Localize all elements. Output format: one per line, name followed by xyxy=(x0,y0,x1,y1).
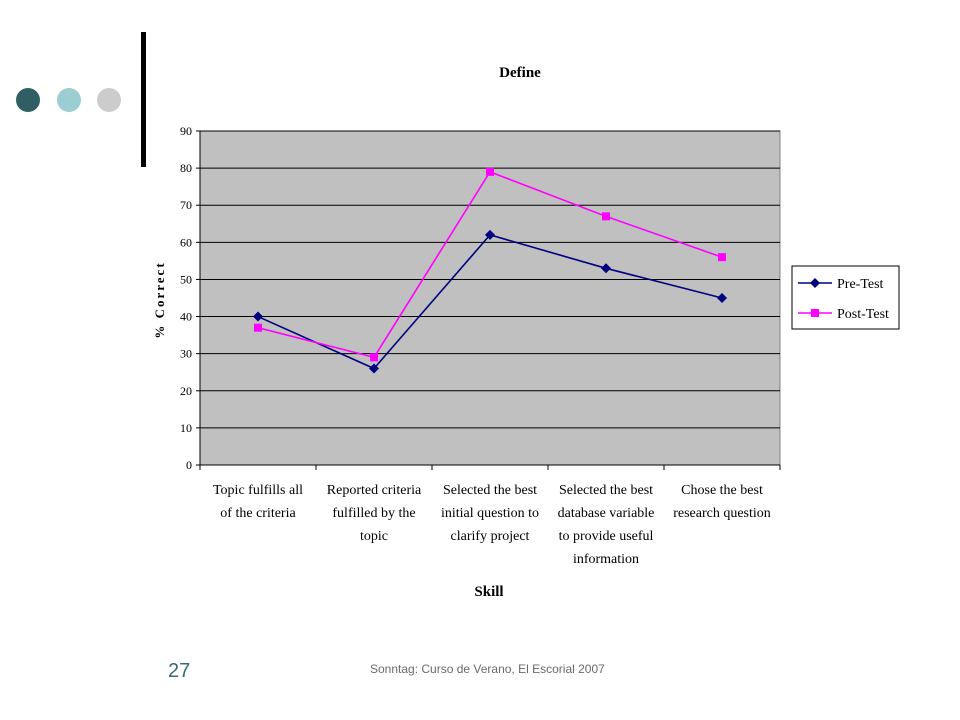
y-tick-label: 80 xyxy=(180,161,192,175)
deco-dot-2 xyxy=(57,88,81,112)
y-tick-label: 40 xyxy=(180,310,192,324)
x-tick-label: Selected the best initial question to clar… xyxy=(441,483,539,544)
data-point xyxy=(718,253,726,262)
legend-marker xyxy=(810,278,820,288)
axes xyxy=(199,131,780,466)
data-point xyxy=(254,323,262,332)
data-point xyxy=(485,229,495,240)
data-point xyxy=(602,212,610,221)
legend-label: Post-Test xyxy=(837,307,889,322)
y-tick-label: 70 xyxy=(180,198,192,212)
x-axis-ticks: Topic fulfills all of the criteria Reporte… xyxy=(199,465,781,567)
legend-box xyxy=(791,265,900,330)
y-tick-label: 0 xyxy=(186,458,192,472)
accent-bar xyxy=(141,32,146,167)
deco-dot-3 xyxy=(97,88,121,112)
gridlines xyxy=(200,130,780,429)
data-point xyxy=(601,263,611,274)
y-tick-label: 10 xyxy=(180,421,192,435)
x-axis-label: Skill xyxy=(474,584,503,600)
x-tick-label: Chose the best research question xyxy=(673,483,771,521)
deco-dot-1 xyxy=(16,88,40,112)
series-group xyxy=(253,167,727,374)
legend-marker xyxy=(811,309,819,317)
y-axis-label: % Correct xyxy=(152,261,167,338)
y-tick-label: 20 xyxy=(180,384,192,398)
x-tick-label: Topic fulfills all of the criteria xyxy=(213,483,303,521)
data-point xyxy=(253,311,263,322)
y-axis-ticks: 0 10 20 30 40 50 60 70 80 90 xyxy=(180,124,200,472)
x-tick-label: Selected the best database variable to pro… xyxy=(558,483,655,567)
data-point xyxy=(717,293,727,303)
data-point xyxy=(369,363,379,374)
plot-area xyxy=(199,130,781,466)
legend-label: Pre-Test xyxy=(837,277,884,292)
data-point xyxy=(370,353,378,362)
y-tick-label: 50 xyxy=(180,272,192,286)
data-point xyxy=(486,167,494,176)
y-tick-label: 60 xyxy=(180,235,192,249)
x-tick-label: Reported criteria fulfilled by the topic xyxy=(327,483,422,544)
slide-footer: Sonntag: Curso de Verano, El Escorial 20… xyxy=(370,662,605,676)
legend: Pre-Test Post-Test xyxy=(791,265,900,330)
chart-title: Define xyxy=(499,65,541,81)
y-tick-label: 90 xyxy=(180,124,192,138)
slide-number: 27 xyxy=(168,660,191,682)
y-tick-label: 30 xyxy=(180,347,192,361)
